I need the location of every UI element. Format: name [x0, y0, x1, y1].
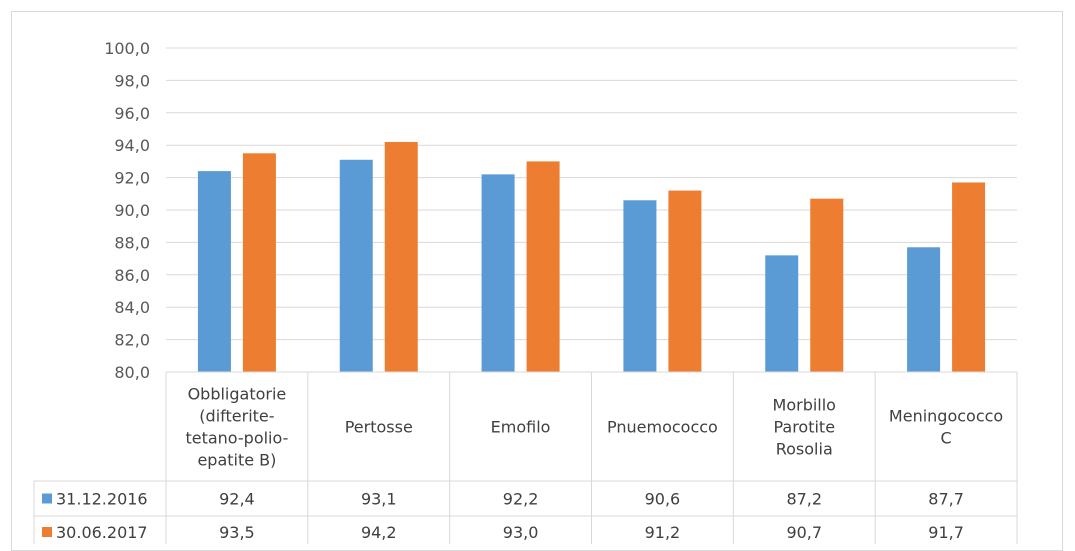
category-label-0-3: epatite B): [197, 451, 276, 470]
category-label-0-0: Obbligatorie: [188, 385, 287, 404]
bar-1-0: [242, 153, 276, 372]
table-value-0-2: 92,2: [503, 490, 539, 509]
bar-0-3: [623, 200, 657, 372]
category-label-1-0: Pertosse: [345, 418, 413, 437]
bar-1-1: [384, 141, 418, 372]
table-value-1-1: 94,2: [361, 523, 397, 542]
table-value-0-3: 90,6: [645, 490, 681, 509]
legend-label-1: 30.06.2017: [56, 523, 148, 542]
bar-1-4: [810, 198, 844, 372]
legend-key-0: [42, 493, 52, 504]
legend-key-1: [42, 527, 52, 537]
y-tick-label-3: 86,0: [114, 266, 150, 285]
category-label-3-0: Pnuemococco: [607, 418, 718, 437]
bar-0-4: [765, 255, 799, 372]
table-value-0-0: 92,4: [219, 490, 255, 509]
bar-1-2: [526, 161, 560, 372]
y-tick-label-9: 98,0: [114, 71, 150, 90]
bar-1-3: [668, 190, 702, 372]
y-tick-label-10: 100,0: [104, 39, 150, 58]
bar-0-5: [907, 247, 941, 372]
y-tick-label-6: 92,0: [114, 169, 150, 188]
table-value-1-3: 91,2: [645, 523, 681, 542]
category-label-4-1: Parotite: [773, 418, 835, 437]
table-value-0-5: 87,7: [928, 490, 964, 509]
table-value-0-4: 87,2: [786, 490, 822, 509]
bar-0-1: [339, 159, 373, 372]
y-tick-label-8: 96,0: [114, 104, 150, 123]
y-tick-label-5: 90,0: [114, 201, 150, 220]
table-value-1-2: 93,0: [503, 523, 539, 542]
bar-0-2: [481, 174, 515, 372]
legend-label-0: 31.12.2016: [56, 490, 148, 509]
y-tick-label-1: 82,0: [114, 331, 150, 350]
table-value-1-5: 91,7: [928, 523, 964, 542]
y-tick-label-2: 84,0: [114, 298, 150, 317]
y-tick-label-7: 94,0: [114, 136, 150, 155]
y-tick-label-4: 88,0: [114, 233, 150, 252]
bar-0-0: [197, 171, 231, 372]
category-label-0-1: (difterite-: [199, 407, 274, 426]
category-label-4-0: Morbillo: [773, 396, 836, 415]
category-label-5-1: C: [940, 429, 951, 448]
category-label-5-0: Meningococco: [889, 407, 1003, 426]
table-value-0-1: 93,1: [361, 490, 397, 509]
category-label-0-2: tetano-polio-: [185, 429, 288, 448]
table-value-1-0: 93,5: [219, 523, 255, 542]
category-label-2-0: Emofilo: [491, 418, 551, 437]
table-value-1-4: 90,7: [786, 523, 822, 542]
bar-1-5: [952, 182, 986, 372]
category-label-4-2: Rosolia: [776, 440, 833, 459]
y-tick-label-0: 80,0: [114, 363, 150, 382]
